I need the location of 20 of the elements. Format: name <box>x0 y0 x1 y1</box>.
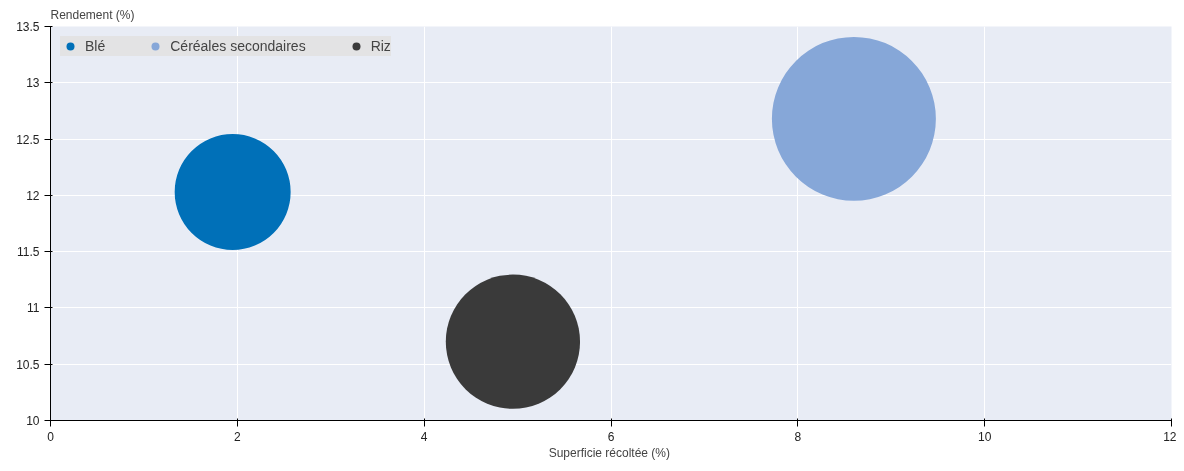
y-axis-title: Rendement (%) <box>50 7 135 22</box>
x-tick-label: 8 <box>794 429 802 444</box>
x-tick-label: 12 <box>1163 429 1177 444</box>
x-tick-label: 6 <box>607 429 615 444</box>
x-tick-label: 0 <box>47 429 55 444</box>
y-tick-label: 10 <box>26 414 40 428</box>
y-tick-label: 13 <box>26 76 40 91</box>
y-tick-label: 10.5 <box>16 357 40 372</box>
y-tick-label: 11 <box>27 301 40 316</box>
x-axis-title: Superficie récoltée (%) <box>548 445 671 460</box>
y-tick-label: 11.5 <box>17 245 40 260</box>
legend-label: Blé <box>85 38 106 54</box>
y-tick-label: 12.5 <box>16 132 40 147</box>
legend-label: Riz <box>370 38 391 54</box>
x-tick-label: 4 <box>420 429 428 444</box>
legend-label: Céréales secondaires <box>170 38 306 54</box>
x-tick-label: 10 <box>977 429 992 444</box>
y-tick-label: 13.5 <box>16 20 40 34</box>
x-tick-label: 2 <box>234 429 241 444</box>
y-tick-label: 12 <box>26 188 40 203</box>
